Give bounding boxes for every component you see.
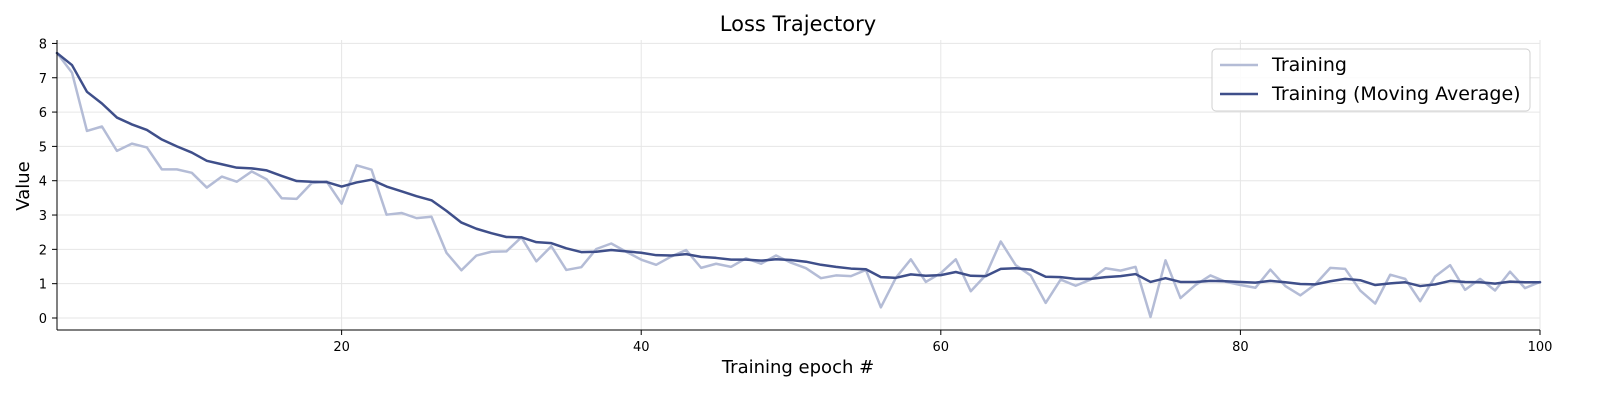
y-tick-label: 4	[39, 175, 47, 190]
y-tick-label: 6	[39, 106, 47, 121]
y-tick-label: 3	[39, 209, 47, 224]
series-lines	[55, 51, 1542, 319]
x-tick-label: 80	[1232, 340, 1249, 355]
x-tick-label: 100	[1528, 340, 1553, 355]
legend-label: Training	[1271, 54, 1347, 76]
x-axis-title: Training epoch #	[721, 357, 874, 378]
y-tick-label: 5	[39, 140, 47, 155]
legend: Training Training (Moving Average)	[1211, 48, 1531, 112]
y-tick-label: 8	[39, 37, 47, 52]
x-tick-label: 40	[633, 340, 650, 355]
moving-average-series-line	[55, 51, 1542, 288]
y-tick-label: 1	[39, 278, 47, 293]
y-axis-title: Value	[13, 161, 34, 210]
x-axis-ticks: 20 40 60 80 100	[333, 330, 1552, 355]
y-tick-label: 0	[39, 312, 47, 327]
x-tick-label: 60	[933, 340, 950, 355]
y-tick-label: 2	[39, 243, 47, 258]
x-tick-label: 20	[333, 340, 350, 355]
y-tick-label: 7	[39, 72, 47, 87]
legend-box	[1211, 48, 1531, 112]
legend-label: Training (Moving Average)	[1271, 83, 1521, 105]
axes	[56, 40, 1540, 331]
training-series-line	[55, 51, 1542, 319]
chart-title: Loss Trajectory	[720, 12, 876, 36]
y-axis-ticks: 0 1 2 3 4 5 6 7 8	[39, 37, 57, 327]
